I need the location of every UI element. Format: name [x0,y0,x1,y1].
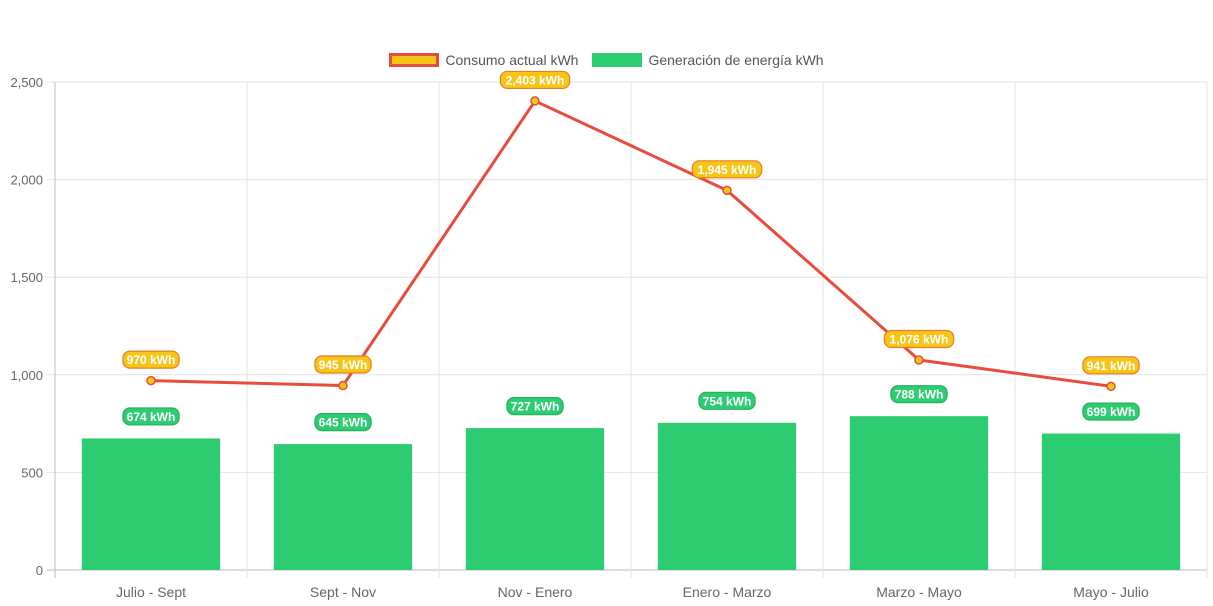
data-label-consumo-bg [883,329,955,349]
y-tick-label: 2,500 [10,75,43,90]
data-label-generacion: 754 kWh [703,394,752,408]
data-label-consumo-bg [314,355,372,374]
x-tick-label: Nov - Enero [498,584,573,600]
data-label-generacion-bg [314,412,372,432]
legend: Consumo actual kWh Generación de energía… [0,52,1213,68]
line-consumo [150,99,1112,388]
data-label-generacion-bg [1082,402,1140,421]
point-consumo [1106,381,1116,392]
data-label-consumo-bg [122,350,180,369]
legend-label-consumo: Consumo actual kWh [445,52,579,68]
data-label-consumo: 2,403 kWh [506,73,565,87]
data-label-generacion: 674 kWh [127,410,176,424]
data-label-consumo: 941 kWh [1087,359,1136,373]
point-consumo [146,375,156,386]
data-label-generacion-bg [122,407,180,426]
data-label-generacion: 645 kWh [319,416,368,430]
data-label-generacion: 727 kWh [511,400,560,414]
y-tick-label: 0 [36,563,43,578]
data-label-generacion: 788 kWh [895,388,944,402]
bar-generacion [273,444,413,570]
data-label-consumo-bg [499,70,571,90]
point-consumo [530,96,540,106]
bar-generacion [1041,433,1181,570]
legend-item-generacion[interactable]: Generación de energía kWh [592,52,824,68]
data-label-generacion-bg [698,391,756,410]
legend-swatch-consumo [389,53,440,67]
y-tick-label: 500 [21,465,43,480]
legend-label-generacion: Generación de energía kWh [648,52,824,68]
y-tick-label: 1,500 [10,270,43,285]
y-tick-label: 1,000 [10,368,43,383]
y-tick-label: 2,000 [10,173,43,188]
data-label-consumo-bg [691,160,763,179]
data-label-generacion-bg [506,396,564,416]
bar-generacion [849,416,989,570]
bar-generacion [81,438,221,570]
data-label-generacion: 699 kWh [1087,405,1136,419]
point-consumo [914,355,924,365]
x-tick-label: Julio - Sept [116,584,186,600]
legend-item-consumo[interactable]: Consumo actual kWh [389,52,578,68]
data-label-consumo: 945 kWh [319,358,368,372]
bar-generacion [657,422,797,570]
x-tick-label: Enero - Marzo [683,584,772,600]
x-tick-label: Marzo - Mayo [876,584,962,600]
data-label-consumo: 1,076 kWh [890,332,949,346]
data-label-consumo: 1,945 kWh [698,163,757,177]
data-label-consumo-bg [1082,356,1140,375]
data-label-generacion-bg [890,385,948,404]
data-label-consumo: 970 kWh [127,353,176,367]
point-consumo [338,380,348,391]
x-tick-label: Sept - Nov [310,584,376,600]
legend-swatch-generacion [592,53,643,67]
bar-generacion [465,428,605,570]
point-consumo [722,185,732,196]
x-tick-label: Mayo - Julio [1073,584,1149,600]
